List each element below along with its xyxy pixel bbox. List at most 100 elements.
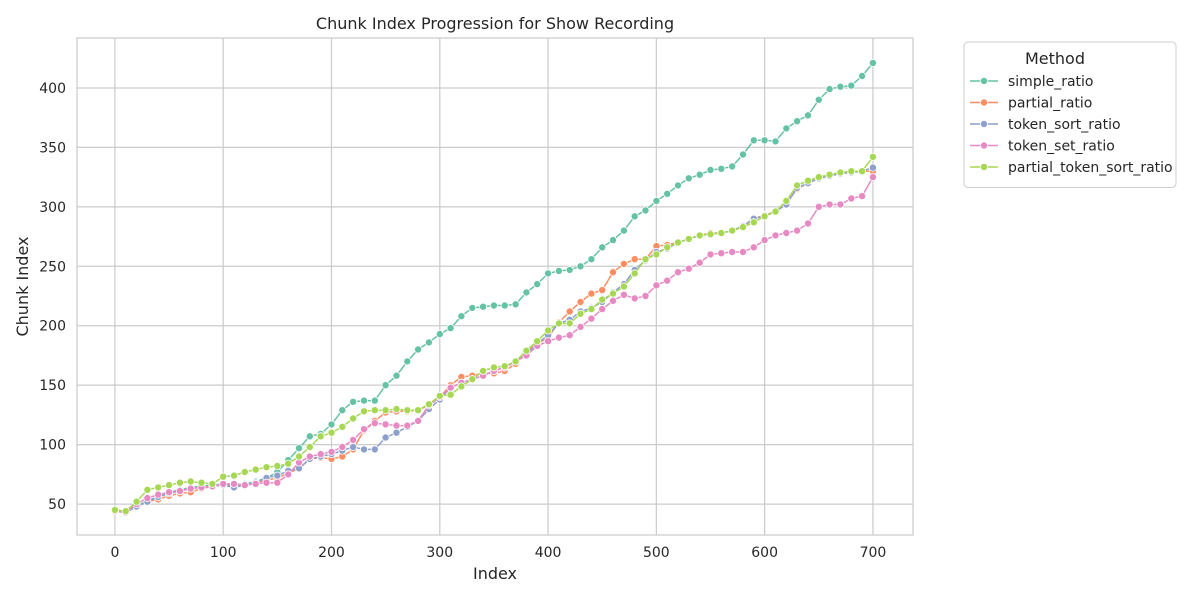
data-point	[359, 396, 368, 405]
data-point	[327, 428, 336, 437]
data-point	[619, 290, 628, 299]
data-point	[554, 333, 563, 342]
data-point	[544, 326, 553, 335]
data-point	[262, 463, 271, 472]
data-point	[110, 505, 119, 514]
data-point	[717, 249, 726, 258]
data-point	[706, 250, 715, 259]
data-point	[533, 280, 542, 289]
data-point	[446, 390, 455, 399]
data-point	[771, 207, 780, 216]
data-point	[370, 406, 379, 415]
data-point	[760, 212, 769, 221]
data-point	[240, 481, 249, 490]
data-point	[143, 485, 152, 494]
data-point	[511, 300, 520, 309]
data-point	[370, 419, 379, 428]
data-point	[305, 432, 314, 441]
data-point	[782, 228, 791, 237]
data-point	[197, 478, 206, 487]
data-point	[663, 189, 672, 198]
data-point	[273, 478, 282, 487]
data-point	[739, 247, 748, 256]
tick-labels: 0 100 200 300 400 500 600 700 50 100 150 200 250 300 3…	[39, 81, 886, 561]
data-point	[847, 194, 856, 203]
data-point	[338, 442, 347, 451]
data-point	[262, 478, 271, 487]
data-point	[652, 281, 661, 290]
data-point	[381, 433, 390, 442]
data-point	[684, 174, 693, 183]
data-point	[847, 167, 856, 176]
data-point	[739, 150, 748, 159]
data-point	[771, 137, 780, 146]
data-point	[847, 81, 856, 90]
data-point	[251, 465, 260, 474]
data-point	[522, 346, 531, 355]
y-tick-label: 100	[39, 438, 66, 454]
x-tick-label: 500	[643, 545, 670, 561]
data-point	[273, 471, 282, 480]
data-point	[349, 397, 358, 406]
data-point	[489, 363, 498, 372]
data-point	[392, 404, 401, 413]
data-point	[284, 459, 293, 468]
y-tick-label: 400	[39, 81, 66, 97]
data-point	[565, 265, 574, 274]
data-point	[565, 307, 574, 316]
data-point	[468, 303, 477, 312]
data-point	[392, 371, 401, 380]
data-point	[359, 425, 368, 434]
data-point	[609, 236, 618, 245]
data-point	[728, 247, 737, 256]
chart-title: Chunk Index Progression for Show Recordi…	[316, 14, 674, 33]
data-point	[554, 266, 563, 275]
data-point	[349, 442, 358, 451]
legend-label: simple_ratio	[1008, 74, 1094, 90]
data-point	[674, 268, 683, 277]
data-point	[858, 72, 867, 81]
legend-label: partial_ratio	[1008, 96, 1092, 112]
data-point	[164, 488, 173, 497]
data-point	[674, 181, 683, 190]
data-point	[392, 428, 401, 437]
y-tick-label: 250	[39, 259, 66, 275]
y-tick-label: 300	[39, 200, 66, 216]
data-point	[370, 445, 379, 454]
legend-swatch-marker	[980, 120, 989, 129]
data-point	[782, 196, 791, 205]
data-point	[544, 337, 553, 346]
data-point	[749, 243, 758, 252]
data-point	[305, 442, 314, 451]
data-point	[598, 243, 607, 252]
data-point	[338, 422, 347, 431]
data-point	[240, 467, 249, 476]
data-point	[630, 294, 639, 303]
data-point	[782, 124, 791, 133]
data-point	[760, 136, 769, 145]
data-point	[229, 471, 238, 480]
data-point	[684, 264, 693, 273]
data-point	[587, 314, 596, 323]
x-tick-label: 0	[110, 545, 119, 561]
data-point	[576, 297, 585, 306]
data-point	[359, 407, 368, 416]
legend: Method simple_ratio partial_ratio token_so…	[963, 41, 1177, 188]
data-point	[858, 167, 867, 176]
data-point	[630, 255, 639, 264]
data-point	[576, 309, 585, 318]
legend-item-partial-token-sort-ratio: partial_token_sort_ratio	[970, 160, 1173, 176]
data-point	[186, 477, 195, 486]
data-point	[717, 228, 726, 237]
data-point	[836, 168, 845, 177]
data-point	[381, 381, 390, 390]
data-point	[825, 85, 834, 94]
data-point	[598, 286, 607, 295]
data-point	[749, 136, 758, 145]
data-point	[814, 202, 823, 211]
legend-title: Method	[1025, 49, 1085, 68]
data-point	[630, 269, 639, 278]
data-point	[349, 435, 358, 444]
data-point	[457, 312, 466, 321]
